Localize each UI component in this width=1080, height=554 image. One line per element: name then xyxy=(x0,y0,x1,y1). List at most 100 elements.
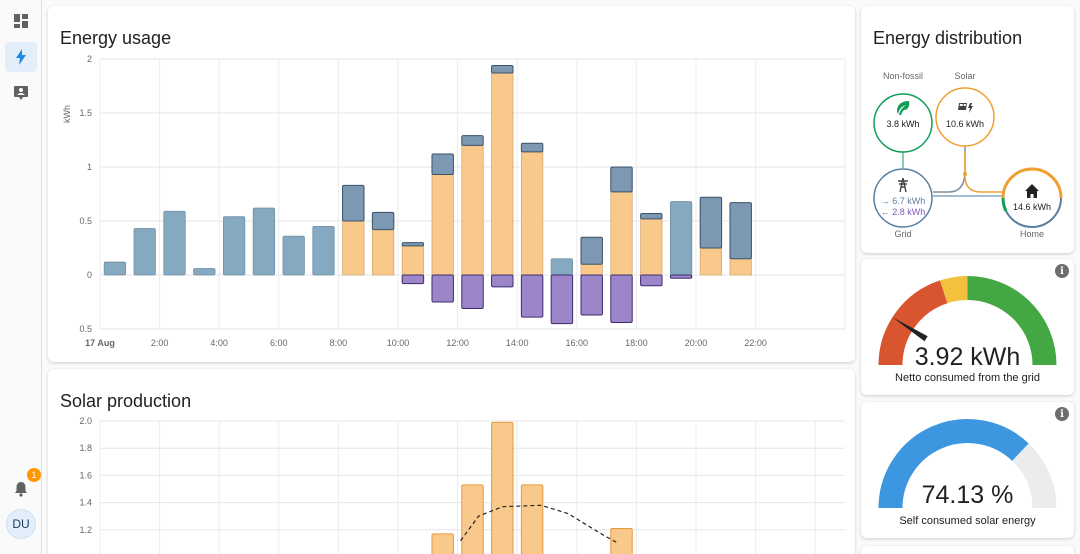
solar-gauge-card: i 74.13 % Self consumed solar energy xyxy=(861,402,1074,538)
gauge-fill xyxy=(878,419,1029,509)
energy-distribution-card: Energy distribution Non-fossil Solar 3.8… xyxy=(861,6,1074,253)
forecast-line xyxy=(460,504,619,544)
solar-bar xyxy=(640,218,663,276)
solar-production-title: Solar production xyxy=(60,391,192,411)
x-tick-label: 6:00 xyxy=(270,338,288,348)
solar-bar xyxy=(401,245,425,276)
grid-consumption-bar xyxy=(461,135,484,146)
grid-consumption-bar xyxy=(729,202,752,260)
solar-gauge xyxy=(878,419,1057,509)
solar-bar xyxy=(491,72,514,276)
dashboard-icon xyxy=(14,14,28,28)
info-icon[interactable]: i xyxy=(1055,407,1069,421)
solar-production-bar xyxy=(431,533,454,554)
solar-production-bar xyxy=(610,527,633,554)
return-to-grid-bar xyxy=(610,274,633,324)
grid-consumption-bar xyxy=(282,235,305,276)
grid-consumption-bar xyxy=(312,225,335,276)
avatar[interactable]: DU xyxy=(6,509,36,539)
solar-value: 10.6 kWh xyxy=(945,119,985,129)
solar-gauge-value: 74.13 % xyxy=(921,481,1014,509)
next-card xyxy=(861,546,1074,554)
solar-bar xyxy=(610,191,633,276)
x-tick-label: 17 Aug xyxy=(85,338,115,348)
solar-bar xyxy=(699,247,723,276)
distribution-flows xyxy=(873,87,1063,228)
grid-gauge-card: i 3.92 kWh Netto consumed from the grid xyxy=(861,259,1074,395)
x-tick-label: 18:00 xyxy=(625,338,648,348)
solar-production-bar xyxy=(520,484,544,554)
energy-distribution-title: Energy distribution xyxy=(873,28,1023,48)
sidebar-item-overview[interactable] xyxy=(5,6,37,36)
x-tick-label: 20:00 xyxy=(685,338,708,348)
x-tick-label: 2:00 xyxy=(151,338,169,348)
x-tick-label: 4:00 xyxy=(210,338,228,348)
gauge-segment-yellow xyxy=(939,276,968,304)
gauge-segment-green xyxy=(967,276,1057,366)
grid-consumption-bar xyxy=(103,261,127,276)
return-to-grid-bar xyxy=(491,274,514,288)
leaf-icon xyxy=(897,101,910,115)
y-tick-label: 0 xyxy=(87,270,92,280)
solar-production-bar xyxy=(491,421,514,554)
y-tick-label: 0.5 xyxy=(79,216,92,226)
y-tick-label: 1.6 xyxy=(79,470,92,480)
non-fossil-value: 3.8 kWh xyxy=(886,119,920,129)
solar-panel-icon xyxy=(958,103,973,113)
solar-bar xyxy=(461,144,484,276)
grid-label: Grid xyxy=(894,229,912,239)
grid-consumption-bar xyxy=(342,184,365,222)
x-tick-label: 10:00 xyxy=(387,338,410,348)
solar-production-card: Solar production 2.0 1.8 1.6 1.4 1.2 xyxy=(48,369,855,554)
solar-bar xyxy=(342,220,365,276)
return-to-grid-bar xyxy=(640,274,663,287)
grid-gauge-value: 3.92 kWh xyxy=(914,343,1021,371)
solar-gauge-label: Self consumed solar energy xyxy=(899,515,1036,527)
x-tick-label: 16:00 xyxy=(566,338,589,348)
energy-usage-title: Energy usage xyxy=(60,28,172,48)
energy-usage-chart: 2 1.5 1 0.5 0 0.5 17 Aug 2:00 4:00 6:00 8:00 10:00 1… xyxy=(62,54,846,348)
grid-gauge-label: Netto consumed from the grid xyxy=(895,372,1040,384)
grid-consumption-bar xyxy=(550,258,574,276)
info-icon[interactable]: i xyxy=(1055,264,1069,278)
solar-production-chart: 2.0 1.8 1.6 1.4 1.2 xyxy=(79,416,845,554)
y-tick-label: 1 xyxy=(87,162,92,172)
y-tick-label: 1.4 xyxy=(79,498,92,508)
x-tick-label: 8:00 xyxy=(330,338,348,348)
grid-consumption-bar xyxy=(401,242,425,247)
home-value: 14.6 kWh xyxy=(1012,202,1052,212)
grid-export-value: ← 2.8 kWh xyxy=(880,207,926,217)
grid-consumption-bar xyxy=(520,142,544,153)
y-tick-label: 1.2 xyxy=(79,525,92,535)
grid-consumption-bar xyxy=(133,228,156,276)
grid-consumption-bar xyxy=(580,236,603,265)
grid-consumption-bar xyxy=(431,153,454,176)
grid-consumption-bar xyxy=(163,210,186,276)
return-to-grid-bar xyxy=(461,274,484,309)
solar-production-bar xyxy=(461,484,484,554)
y-axis-label: kWh xyxy=(62,105,72,123)
y-tick-label: 1.5 xyxy=(79,108,92,118)
y-tick-label: 0.5 xyxy=(79,324,92,334)
x-tick-label: 12:00 xyxy=(446,338,469,348)
grid-gauge xyxy=(878,276,1057,366)
solar-label: Solar xyxy=(954,71,976,81)
return-to-grid-bar xyxy=(520,274,544,318)
grid-import-value: → 6.7 kWh xyxy=(880,196,926,206)
notifications-button[interactable]: 1 xyxy=(5,468,41,504)
transmission-tower-icon xyxy=(898,178,908,192)
notification-badge: 1 xyxy=(27,468,41,482)
sidebar-item-energy[interactable] xyxy=(5,42,37,72)
return-to-grid-bar xyxy=(580,274,603,316)
energy-usage-card: Energy usage 2 1.5 1 0.5 0 0.5 17 Aug 2:00 4:00 6… xyxy=(48,6,855,362)
non-fossil-label: Non-fossil xyxy=(882,71,923,81)
solar-bar xyxy=(520,151,544,276)
gauge-segment-red xyxy=(878,280,948,366)
home-icon xyxy=(1025,184,1039,198)
sidebar-item-logbook[interactable] xyxy=(5,78,37,108)
solar-bar xyxy=(729,258,752,276)
y-tick-label: 2 xyxy=(87,54,92,64)
y-tick-label: 1.8 xyxy=(79,443,92,453)
grid-consumption-bar xyxy=(252,207,276,276)
solar-bar xyxy=(580,263,603,276)
